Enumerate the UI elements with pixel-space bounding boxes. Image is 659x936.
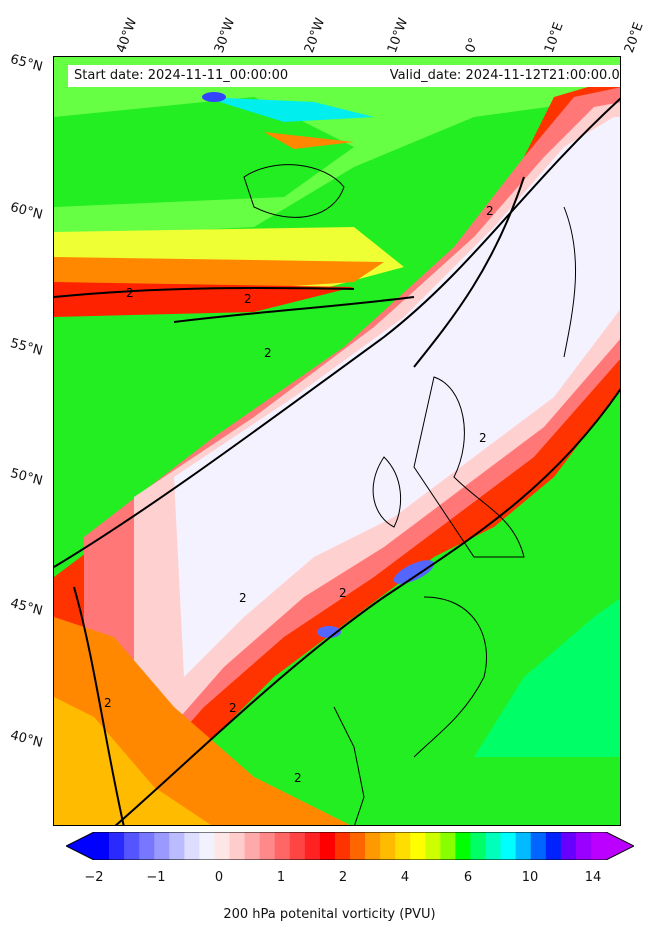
colorbar-title: 200 hPa potenital vorticity (PVU) [223,907,436,922]
colorbar-segment [274,832,291,860]
iberia-coast [333,706,365,825]
contour-line [54,286,355,298]
field-southwest-yellow [54,697,211,825]
pv-field-svg: 2 2 2 2 2 2 2 2 2 2 [54,57,620,825]
contour-label: 2 [486,204,494,218]
field-blue-patch [317,626,341,638]
colorbar-segment [94,832,110,860]
field-cyan-streak [204,97,374,122]
contour-line [54,97,620,568]
lat-label-65n: 65°N [8,52,45,75]
coastlines [243,164,576,825]
france-coast [413,596,487,758]
contour-label: 2 [229,701,237,715]
contour-label: 2 [126,286,134,300]
colorbar [66,832,634,860]
colorbar-segment [575,832,592,860]
field-blue-patch [202,92,226,102]
colorbar-segment [485,832,502,860]
contour-label: 2 [339,586,347,600]
colorbar-segment [124,832,140,860]
colorbar-tick-label: −1 [146,870,166,885]
colorbar-segment [425,832,441,860]
colorbar-under-arrow [66,832,94,860]
colorbar-over-arrow [606,832,634,860]
pv-2-contours [54,97,620,825]
norway-coast [563,206,576,358]
colorbar-tick-label: 2 [338,870,348,885]
colorbar-segment [440,832,456,860]
lat-label-40n: 40°N [8,728,45,751]
colorbar-segment [229,832,246,860]
lon-label-30w: 30°W [211,16,239,55]
colorbar-segment [154,832,170,860]
colorbar-segment [545,832,562,860]
colorbar-tick-label: 4 [400,870,410,885]
field-orange-streak [264,132,354,149]
lat-label-55n: 55°N [8,336,45,359]
colorbar-segment [410,832,426,860]
colorbar-segment [500,832,517,860]
field-upper-left-green [54,97,354,207]
colorbar-segment [350,832,366,860]
start-date-label: Start date: 2024-11-11_00:00:00 [74,68,289,83]
contour-label: 2 [294,771,302,785]
colorbar-segment [304,832,321,860]
contour-line [73,586,125,825]
contour-label: 2 [244,292,252,306]
contour-line [413,176,525,368]
lat-label-60n: 60°N [8,200,45,223]
colorbar-segment [259,832,276,860]
colorbar-tick-label: 6 [463,870,473,885]
colorbar-segment [470,832,487,860]
lon-label-20w: 20°W [301,16,329,55]
field-blue-patch [393,560,435,584]
contour-label: 2 [239,591,247,605]
colorbar-segment [184,832,200,860]
colorbar-segment [139,832,155,860]
colorbar-tick-label: 1 [276,870,286,885]
colorbar-tick-label: −2 [84,870,104,885]
ireland-coast [372,456,402,528]
colorbar-segment [319,832,336,860]
lat-label-50n: 50°N [8,466,45,489]
colorbar-segment [109,832,125,860]
colorbar-segment [365,832,381,860]
valid-date-label: Valid_date: 2024-11-12T21:00:00.00 [389,68,621,83]
lat-label-45n: 45°N [8,596,45,619]
field-southeast-cyan [474,598,620,757]
colorbar-segment [530,832,547,860]
lon-label-0: 0° [462,35,483,55]
lon-label-10w: 10°W [384,16,412,55]
colorbar-segment [244,832,261,860]
colorbar-segment [455,832,471,860]
colorbar-segment [289,832,306,860]
colorbar-tick-label: 0 [214,870,224,885]
colorbar-segment [515,832,532,860]
colorbar-segment [380,832,396,860]
contour-label-group: 2 2 2 2 2 2 2 2 2 2 [104,204,494,785]
iceland-coast [243,164,345,218]
colorbar-tick-label: 10 [521,870,539,885]
contour-label: 2 [264,346,272,360]
colorbar-segment [395,832,411,860]
date-header-box [68,65,620,87]
colorbar-segment [169,832,185,860]
colorbar-tick-label: 14 [584,870,602,885]
field-white-core [174,117,620,677]
pv-map: 2 2 2 2 2 2 2 2 2 2 Start date: 2024-11-… [53,56,621,826]
colorbar-segment [334,832,351,860]
colorbar-segment [214,832,231,860]
lon-label-40w: 40°W [113,16,141,55]
contour-label: 2 [479,431,487,445]
colorbar-segment [199,832,215,860]
contour-label: 2 [104,696,112,710]
lon-label-20e: 20°E [621,20,647,55]
contour-line [173,296,415,323]
contour-line [114,388,620,825]
lon-label-10e: 10°E [541,20,567,55]
british-isles-coast [413,376,525,558]
colorbar-segment [590,832,607,860]
colorbar-segment [560,832,577,860]
